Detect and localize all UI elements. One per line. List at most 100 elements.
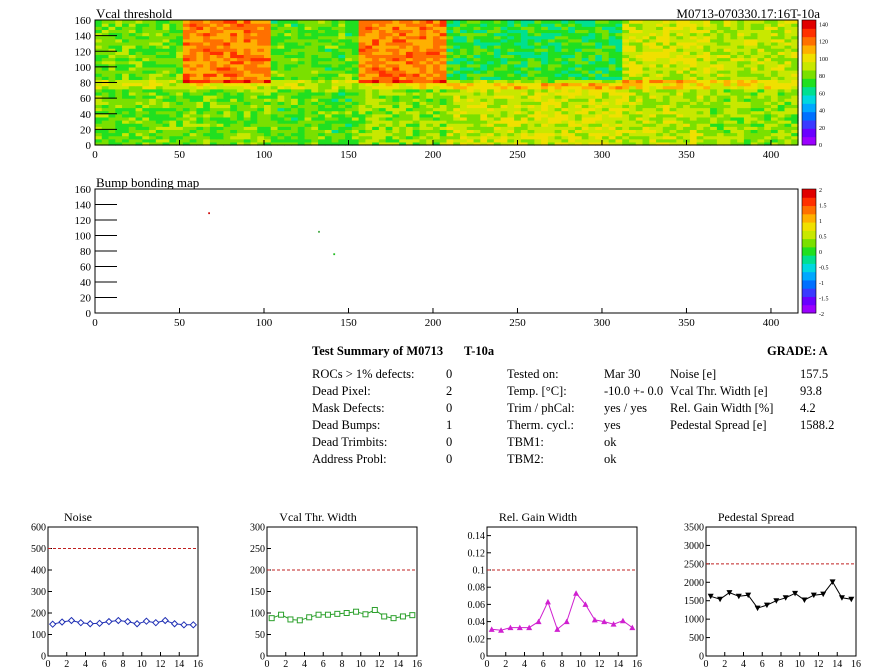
map-cell [338,95,346,99]
map-cell [405,79,414,84]
map-cell [243,138,252,143]
map-cell [757,57,765,62]
map-cell [311,23,319,27]
map-cell [405,51,414,55]
map-cell [500,26,508,30]
map-cell [750,35,759,40]
map-cell [115,123,123,127]
map-cell [750,23,759,27]
map-cell [257,79,265,84]
map-cell [689,110,698,115]
map-cell [683,104,691,109]
map-cell [250,51,258,55]
map-cell [642,45,650,49]
map-cell [405,123,414,127]
map-cell [101,35,110,40]
map-cell [460,51,468,55]
map-cell [743,129,752,134]
map-cell [412,132,421,137]
map-cell [480,132,488,137]
map-cell [642,126,650,130]
map-cell [176,126,184,130]
map-cell [122,116,130,121]
map-cell [656,79,664,84]
map-cell [662,113,671,118]
map-cell [223,129,231,134]
map-cell [764,116,772,121]
map-cell [453,98,461,102]
map-cell [662,54,671,59]
map-cell [656,113,664,118]
map-cell [574,126,583,130]
map-cell [291,60,299,65]
map-cell [703,54,711,59]
map-cell [345,60,353,65]
x-tick-label: 250 [509,317,526,329]
map-cell [338,116,346,121]
map-cell [500,51,508,55]
map-cell [527,79,535,84]
map-cell [784,141,792,146]
palette-label: 0 [819,250,822,256]
map-cell [446,51,454,55]
map-cell [405,57,414,62]
map-cell [223,138,231,143]
map-cell [338,126,346,130]
map-cell [385,129,394,134]
map-cell [196,141,204,146]
map-cell [723,23,731,27]
map-cell [662,85,671,90]
map-cell [304,70,312,74]
map-cell [135,29,143,34]
map-cell [622,20,630,24]
map-cell [520,26,529,30]
map-cell [263,23,272,27]
map-cell [203,70,211,74]
map-cell [291,26,299,30]
x-tick-label: 10 [795,659,805,670]
map-cell [432,79,441,84]
map-cell [155,132,164,137]
map-cell [466,38,475,43]
map-cell [608,20,617,24]
map-cell [128,141,137,146]
map-cell [169,95,177,99]
map-cell [541,107,549,112]
map-cell [324,23,333,27]
map-cell [554,45,563,49]
map-cell [189,120,197,124]
map-cell [473,113,481,118]
map-cell [764,20,772,24]
map-cell [378,48,387,52]
map-cell [520,126,529,130]
bump-map-points [208,212,336,256]
map-cell [378,70,387,74]
map-cell [588,29,596,34]
map-cell [128,88,137,93]
map-cell [128,76,137,80]
map-cell [635,63,644,68]
map-cell [493,116,502,121]
map-cell [791,120,799,124]
map-cell [608,38,617,43]
map-cell [615,48,623,52]
map-cell [412,85,421,90]
map-cell [169,120,177,124]
map-cell [460,135,468,140]
map-cell [122,35,130,40]
map-cell [635,91,644,96]
map-cell [385,38,394,43]
map-cell [115,70,123,74]
map-cell [135,35,143,40]
map-cell [703,85,711,90]
map-cell [588,70,596,74]
map-cell [507,66,515,71]
map-cell [493,51,502,55]
map-cell [642,26,650,30]
map-cell [520,45,529,49]
map-cell [493,107,502,112]
defect-label: Dead Bumps: [312,418,381,432]
map-cell [629,116,637,121]
map-cell [378,45,387,49]
palette-swatch [802,189,816,198]
